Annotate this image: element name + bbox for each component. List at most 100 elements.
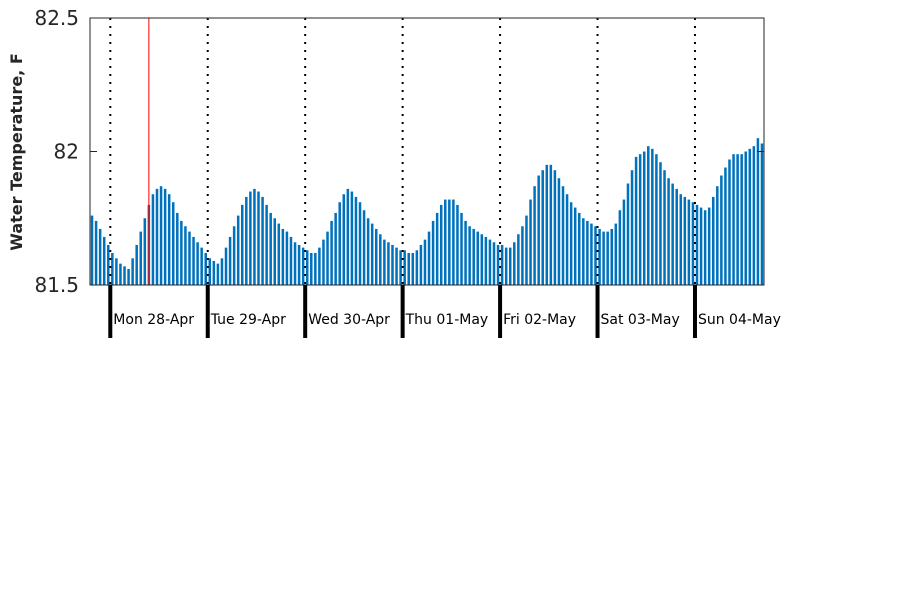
bar xyxy=(403,250,406,285)
y-axis-label: Water Temperature, F xyxy=(7,53,26,251)
bar xyxy=(720,175,723,285)
bar xyxy=(480,234,484,285)
bar xyxy=(732,154,735,285)
y-tick-label: 82 xyxy=(54,140,79,164)
bar xyxy=(399,250,402,285)
bar xyxy=(610,228,613,285)
bar xyxy=(277,223,281,285)
bar xyxy=(379,234,382,285)
bar xyxy=(407,252,410,285)
bar xyxy=(427,231,431,285)
bar xyxy=(383,239,386,285)
bar xyxy=(492,242,496,285)
bar xyxy=(216,263,220,285)
bar xyxy=(192,236,195,285)
bar xyxy=(253,188,256,285)
bar xyxy=(171,202,175,285)
bar xyxy=(387,242,390,285)
bar xyxy=(257,191,260,285)
bar xyxy=(517,234,520,285)
bar xyxy=(634,156,638,285)
bar xyxy=(736,154,739,285)
bar xyxy=(468,226,471,285)
bar xyxy=(582,218,585,285)
bar xyxy=(411,252,415,285)
bar xyxy=(679,194,683,285)
bar xyxy=(98,228,102,285)
bar xyxy=(362,210,366,285)
bar xyxy=(184,226,187,285)
y-tick-label: 81.5 xyxy=(34,273,79,297)
bar xyxy=(748,148,752,285)
bar xyxy=(346,188,350,285)
y-tick-label: 82.5 xyxy=(34,6,79,30)
bar xyxy=(578,212,581,285)
day-label: Thu 01-May xyxy=(405,312,489,328)
bar xyxy=(196,242,199,285)
bar xyxy=(484,236,488,285)
bar xyxy=(297,244,301,285)
bar xyxy=(366,218,370,285)
bar xyxy=(513,242,516,285)
bar xyxy=(594,226,597,285)
bar xyxy=(423,239,427,285)
bar xyxy=(163,188,167,285)
bar xyxy=(151,194,155,285)
bar xyxy=(691,202,695,285)
bar xyxy=(561,186,565,285)
bar xyxy=(391,244,394,285)
bar xyxy=(435,212,439,285)
bar xyxy=(322,239,325,285)
bar xyxy=(431,220,435,285)
bar xyxy=(647,146,650,285)
bar xyxy=(200,247,203,285)
bar xyxy=(618,210,622,285)
bar xyxy=(529,199,532,285)
day-label: Tue 29-Apr xyxy=(210,312,286,328)
bar xyxy=(419,244,423,285)
x-axis-day-labels: Mon 28-Apr Tue 29-Apr Wed 30-Apr Thu 01-May… xyxy=(108,285,781,338)
bar xyxy=(180,220,183,285)
bar xyxy=(707,207,711,285)
bar xyxy=(541,170,544,285)
bar xyxy=(642,151,646,285)
bar xyxy=(549,164,553,285)
bar xyxy=(245,196,248,285)
bar xyxy=(452,199,455,285)
bar xyxy=(236,215,240,285)
bar xyxy=(444,199,447,285)
bar xyxy=(314,252,317,285)
bar xyxy=(285,231,289,285)
bar xyxy=(508,247,512,285)
bar xyxy=(496,244,500,285)
bar xyxy=(667,178,670,285)
bar xyxy=(232,226,236,285)
bar xyxy=(220,258,224,285)
bar xyxy=(598,228,601,285)
bar xyxy=(537,175,540,285)
bar xyxy=(159,186,163,285)
bar xyxy=(224,247,228,285)
bar xyxy=(500,244,504,285)
bar xyxy=(760,143,764,285)
bar xyxy=(342,194,346,285)
bar xyxy=(354,196,358,285)
bar xyxy=(728,159,731,285)
bar xyxy=(265,204,268,285)
bar xyxy=(622,199,626,285)
bar xyxy=(208,258,212,285)
bar xyxy=(119,263,122,285)
bar xyxy=(699,207,703,285)
bar xyxy=(374,228,378,285)
bar xyxy=(123,266,126,285)
bar xyxy=(127,268,130,285)
bar xyxy=(131,258,134,285)
bar xyxy=(90,215,94,285)
bar xyxy=(249,191,252,285)
bar xyxy=(370,223,374,285)
bar xyxy=(716,186,719,285)
bar xyxy=(204,252,207,285)
day-label: Wed 30-Apr xyxy=(308,312,390,328)
